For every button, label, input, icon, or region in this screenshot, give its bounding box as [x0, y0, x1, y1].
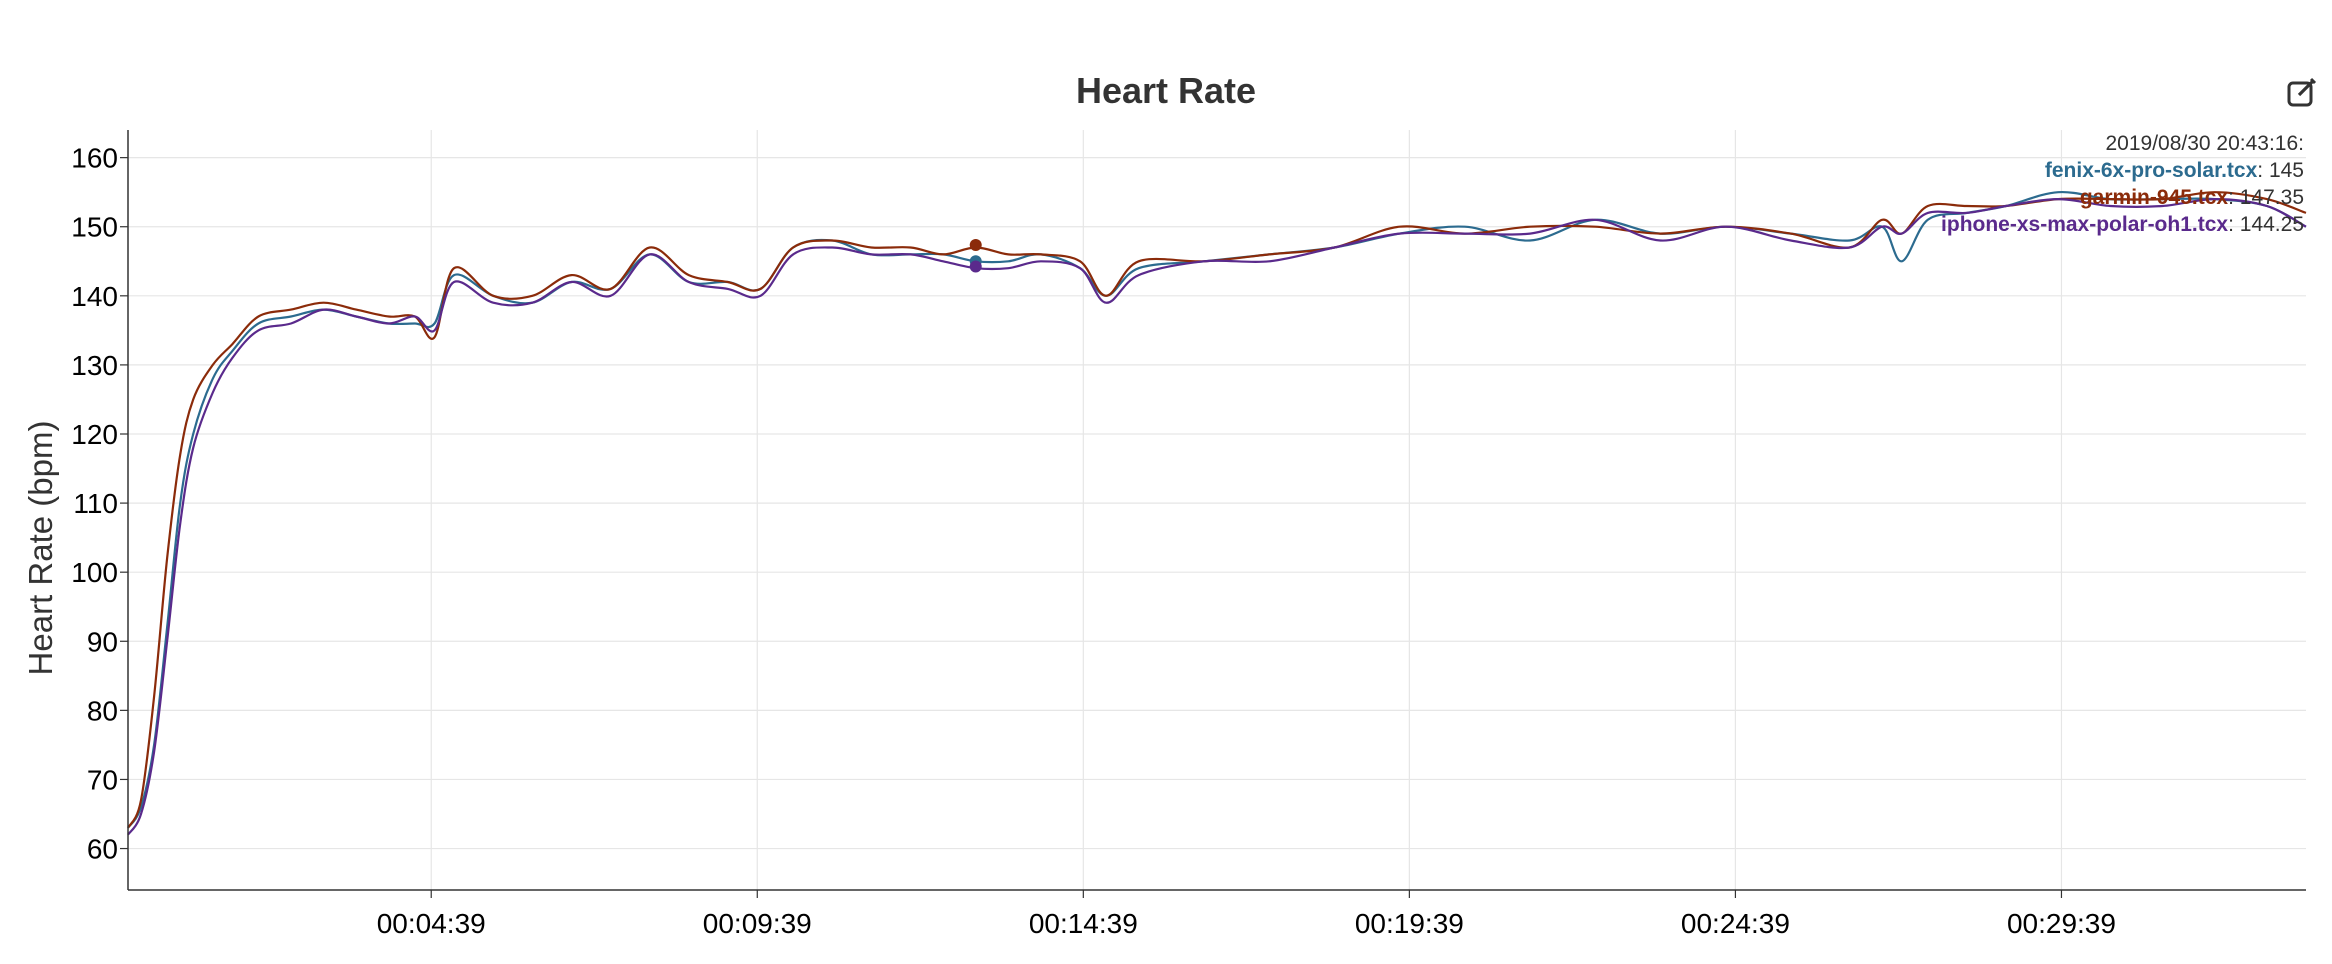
- edit-external-icon[interactable]: [2286, 76, 2318, 108]
- legend-entry: garmin-945.tcx: 147.35: [2080, 186, 2304, 209]
- y-tick-label: 100: [71, 557, 118, 588]
- y-tick-label: 80: [87, 695, 118, 726]
- x-tick-label: 00:29:39: [2007, 908, 2116, 939]
- y-tick-label: 120: [71, 419, 118, 450]
- y-tick-label: 60: [87, 834, 118, 865]
- y-axis-label: Heart Rate (bpm): [22, 421, 59, 676]
- legend-series-name: garmin-945.tcx: [2080, 186, 2229, 209]
- x-tick-label: 00:04:39: [377, 908, 486, 939]
- legend-entry: iphone-xs-max-polar-oh1.tcx: 144.25: [1941, 213, 2304, 236]
- series-lines: [127, 191, 2307, 836]
- legend-series-value: 144.25: [2240, 213, 2304, 236]
- x-tick-label: 00:09:39: [703, 908, 812, 939]
- y-tick-label: 140: [71, 281, 118, 312]
- y-tick-label: 150: [71, 212, 118, 243]
- x-tick-label: 00:19:39: [1355, 908, 1464, 939]
- hover-point-garmin-945-tcx: [969, 239, 982, 252]
- hover-timestamp: 2019/08/30 20:43:16:: [2105, 132, 2304, 155]
- legend-series-name: iphone-xs-max-polar-oh1.tcx: [1941, 213, 2228, 236]
- y-tick-label: 130: [71, 350, 118, 381]
- legend-separator: :: [2257, 159, 2269, 182]
- x-tick-label: 00:14:39: [1029, 908, 1138, 939]
- series-line-garmin-945-tcx: [127, 191, 2307, 829]
- legend-separator: :: [2228, 213, 2240, 236]
- chart-title: Heart Rate: [1076, 70, 1256, 111]
- legend-series-name: fenix-6x-pro-solar.tcx: [2045, 159, 2258, 182]
- x-tick-label: 00:24:39: [1681, 908, 1790, 939]
- series-line-iphone-xs-max-polar-oh1-tcx: [127, 197, 2307, 836]
- y-axis-ticks: 60 70 80 90 100 110 120 130 140 150 160: [71, 143, 128, 865]
- y-tick-label: 90: [87, 626, 118, 657]
- legend-series-value: 147.35: [2240, 186, 2304, 209]
- hover-point-iphone-xs-max-polar-oh1-tcx: [969, 260, 982, 273]
- hover-markers: [969, 239, 982, 273]
- legend-series-value: 145: [2269, 159, 2304, 182]
- grid-lines: [128, 130, 2306, 890]
- y-tick-label: 70: [87, 764, 118, 795]
- series-line-fenix-6x-pro-solar-tcx: [127, 191, 2307, 829]
- x-axis-ticks: 00:04:39 00:09:39 00:14:39 00:19:39 00:24:39…: [377, 890, 2116, 939]
- legend: 2019/08/30 20:43:16: fenix-6x-pro-solar.…: [1941, 132, 2304, 236]
- legend-entry: fenix-6x-pro-solar.tcx: 145: [2045, 159, 2304, 182]
- legend-separator: :: [2228, 186, 2240, 209]
- y-tick-label: 110: [73, 488, 118, 519]
- y-tick-label: 160: [71, 143, 118, 174]
